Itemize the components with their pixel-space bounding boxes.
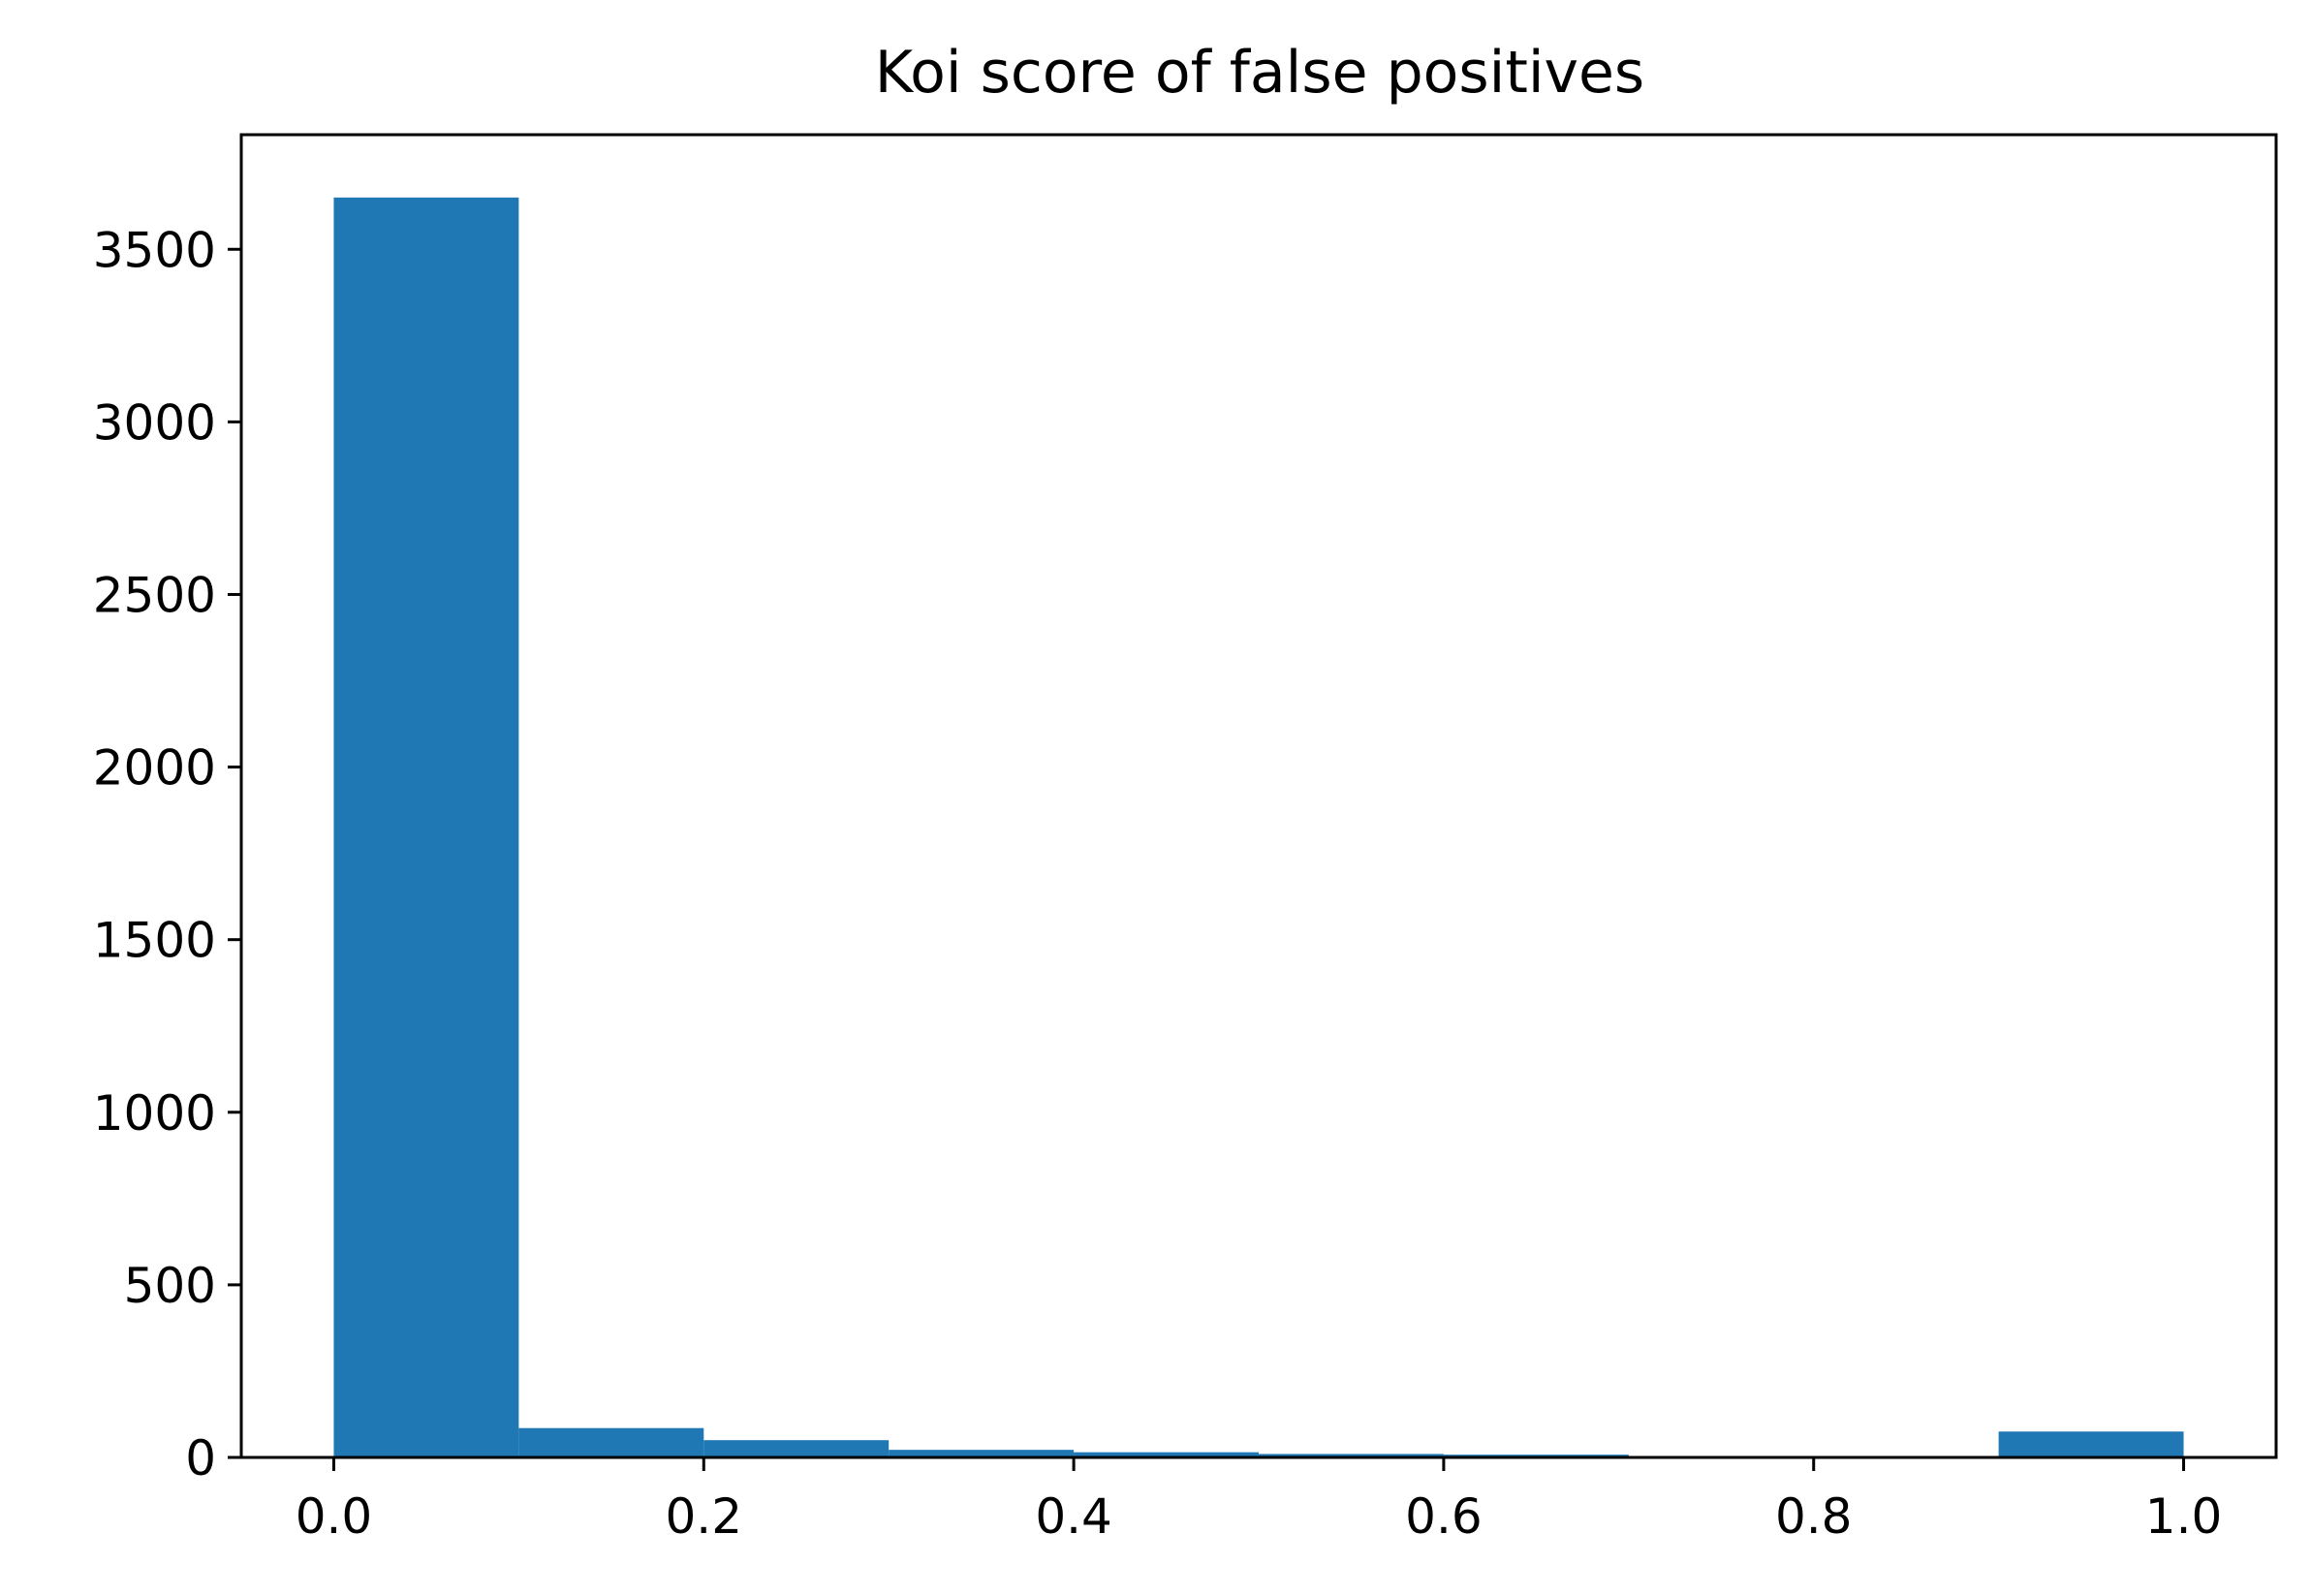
y-tick-label: 2500: [93, 567, 216, 623]
chart-title: Koi score of false positives: [875, 39, 1644, 107]
histogram-bar: [889, 1450, 1075, 1457]
x-tick-label: 0.0: [296, 1488, 373, 1545]
histogram-bar: [1998, 1431, 2184, 1457]
x-tick-label: 0.4: [1035, 1488, 1112, 1545]
histogram-bar: [518, 1427, 704, 1457]
x-tick-label: 0.8: [1775, 1488, 1853, 1545]
y-tick-label: 3500: [93, 222, 216, 278]
x-tick-label: 0.2: [666, 1488, 743, 1545]
histogram-bar: [1074, 1452, 1259, 1457]
y-axis: 0 500 1000 1500 2000 2500 3000 3500: [93, 222, 241, 1486]
x-axis: 0.0 0.2 0.4 0.6 0.8 1.0: [296, 1457, 2223, 1545]
y-tick-label: 1500: [93, 913, 216, 969]
histogram-bar: [703, 1440, 890, 1457]
x-tick-label: 0.6: [1405, 1488, 1483, 1545]
histogram-bar: [1259, 1454, 1444, 1457]
histogram-bar: [333, 197, 519, 1458]
y-tick-label: 2000: [93, 740, 216, 797]
y-tick-label: 0: [185, 1430, 216, 1486]
x-tick-label: 1.0: [2145, 1488, 2223, 1545]
y-tick-label: 1000: [93, 1085, 216, 1142]
plot-frame: [239, 133, 2278, 1459]
y-tick-label: 500: [124, 1258, 216, 1314]
y-tick-label: 3000: [93, 394, 216, 451]
